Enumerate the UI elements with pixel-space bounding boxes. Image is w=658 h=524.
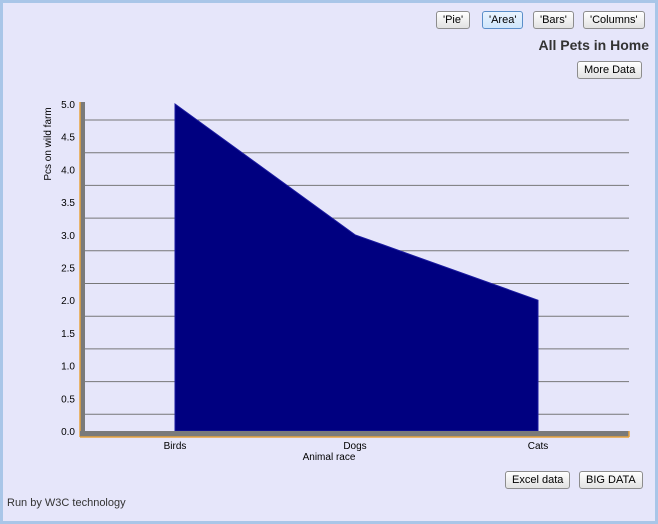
x-tick-label: Birds [164,441,187,452]
y-tick-label: 3.0 [61,231,75,242]
pie-chart-button[interactable]: 'Pie' [436,11,471,29]
y-tick-label: 0.0 [61,427,75,438]
footer-text: Run by W3C technology [7,497,126,509]
y-tick-label: 5.0 [61,100,75,111]
y-tick-label: 1.0 [61,362,75,373]
bars-chart-button[interactable]: 'Bars' [533,11,574,29]
excel-data-button[interactable]: Excel data [505,471,571,489]
y-tick-label: 4.0 [61,165,75,176]
y-tick-label: 2.5 [61,264,75,275]
x-axis-line [80,431,629,437]
y-tick-labels: 0.0 0.5 1.0 1.5 2.0 2.5 3.0 3.5 4.0 4.5 5.0 [61,100,75,438]
y-tick-label: 0.5 [61,394,75,405]
x-tick-labels: Birds Dogs Cats [164,441,549,452]
y-tick-label: 4.5 [61,133,75,144]
big-data-button[interactable]: BIG DATA [579,471,643,489]
y-tick-label: 1.5 [61,329,75,340]
x-tick-label: Dogs [343,441,366,452]
y-axis-title: Pcs on wild farm [43,107,54,180]
more-data-button[interactable]: More Data [577,61,643,79]
x-axis-title: Animal race [303,452,356,463]
columns-chart-button[interactable]: 'Columns' [583,11,645,29]
area-chart-button[interactable]: 'Area' [482,11,524,29]
x-tick-label: Cats [528,441,549,452]
y-axis-line [80,102,85,437]
y-tick-label: 2.0 [61,296,75,307]
y-tick-label: 3.5 [61,198,75,209]
chart-title: All Pets in Home [538,37,649,53]
area-chart: 0.0 0.5 1.0 1.5 2.0 2.5 3.0 3.5 4.0 4.5 5.0 Birds D… [43,100,630,463]
axes [79,102,630,438]
